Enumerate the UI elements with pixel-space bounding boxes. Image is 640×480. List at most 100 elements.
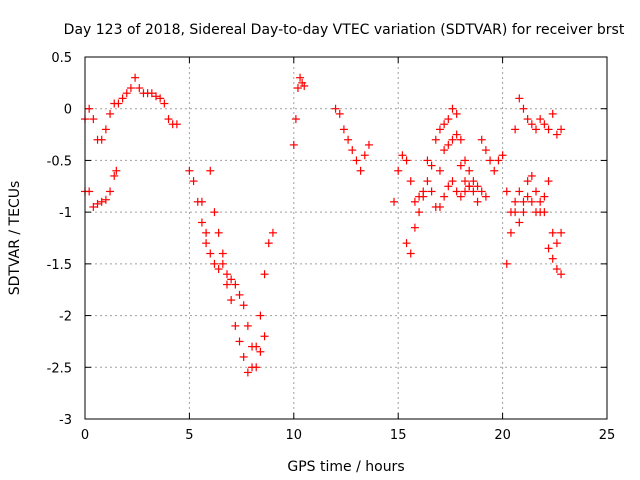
data-point xyxy=(552,265,561,274)
data-point xyxy=(540,192,549,201)
data-point xyxy=(410,197,419,206)
data-point xyxy=(364,140,373,149)
data-point xyxy=(523,115,532,124)
data-point xyxy=(552,239,561,248)
data-point xyxy=(339,125,348,134)
data-point xyxy=(465,182,474,191)
data-point xyxy=(448,177,457,186)
data-point xyxy=(394,166,403,175)
data-point xyxy=(515,187,524,196)
y-tick-label: -2 xyxy=(59,310,72,325)
data-point xyxy=(406,249,415,258)
data-point xyxy=(452,187,461,196)
data-points xyxy=(81,73,566,377)
data-point xyxy=(527,120,536,129)
data-point xyxy=(523,192,532,201)
data-point xyxy=(486,156,495,165)
data-point xyxy=(260,332,269,341)
chart-title: Day 123 of 2018, Sidereal Day-to-day VTE… xyxy=(64,22,625,38)
y-axis-label: SDTVAR / TECUs xyxy=(7,181,23,296)
data-point xyxy=(189,177,198,186)
data-point xyxy=(490,166,499,175)
data-point xyxy=(118,94,127,103)
data-point xyxy=(494,156,503,165)
data-point xyxy=(469,177,478,186)
data-point xyxy=(222,280,231,289)
data-point xyxy=(448,104,457,113)
data-point xyxy=(477,135,486,144)
data-point xyxy=(456,161,465,170)
data-point xyxy=(461,177,470,186)
y-tick-label: 0.5 xyxy=(51,51,72,66)
data-point xyxy=(419,192,428,201)
data-point xyxy=(519,104,528,113)
data-point xyxy=(481,146,490,155)
data-point xyxy=(532,187,541,196)
data-point xyxy=(89,202,98,211)
data-point xyxy=(557,228,566,237)
x-tick-label: 20 xyxy=(494,428,511,443)
y-tick-label: -3 xyxy=(59,413,72,428)
data-point xyxy=(106,109,115,118)
data-point xyxy=(461,187,470,196)
data-point xyxy=(557,270,566,279)
data-point xyxy=(202,239,211,248)
data-point xyxy=(498,151,507,160)
data-point xyxy=(97,135,106,144)
data-point xyxy=(218,259,227,268)
data-point xyxy=(519,208,528,217)
data-point xyxy=(435,166,444,175)
data-point xyxy=(135,84,144,93)
data-point xyxy=(427,187,436,196)
data-point xyxy=(423,177,432,186)
data-point xyxy=(440,146,449,155)
data-point xyxy=(523,177,532,186)
data-point xyxy=(440,192,449,201)
data-point xyxy=(527,197,536,206)
data-point xyxy=(444,140,453,149)
data-point xyxy=(532,125,541,134)
data-point xyxy=(331,104,340,113)
data-point xyxy=(231,280,240,289)
data-point xyxy=(360,151,369,160)
data-point xyxy=(431,135,440,144)
data-point xyxy=(456,192,465,201)
data-point xyxy=(515,218,524,227)
data-point xyxy=(390,197,399,206)
data-point xyxy=(502,187,511,196)
data-point xyxy=(552,130,561,139)
data-point xyxy=(423,156,432,165)
data-point xyxy=(131,73,140,82)
data-point xyxy=(444,115,453,124)
data-point xyxy=(406,177,415,186)
data-point xyxy=(398,151,407,160)
data-point xyxy=(112,166,121,175)
data-point xyxy=(164,115,173,124)
data-point xyxy=(239,301,248,310)
data-point xyxy=(415,208,424,217)
data-point xyxy=(544,125,553,134)
data-point xyxy=(160,99,169,108)
x-tick-label: 25 xyxy=(599,428,616,443)
data-point xyxy=(235,337,244,346)
y-tick-label: 0 xyxy=(64,103,72,118)
data-point xyxy=(519,197,528,206)
data-point xyxy=(548,254,557,263)
data-point xyxy=(557,125,566,134)
data-point xyxy=(227,296,236,305)
data-point xyxy=(147,89,156,98)
data-point xyxy=(296,73,305,82)
data-point xyxy=(206,166,215,175)
data-point xyxy=(469,187,478,196)
data-point xyxy=(97,197,106,206)
data-point xyxy=(452,130,461,139)
data-point xyxy=(151,92,160,101)
data-point xyxy=(243,368,252,377)
y-tick-label: -0.5 xyxy=(47,154,72,169)
data-point xyxy=(156,94,165,103)
data-point xyxy=(473,182,482,191)
data-point xyxy=(435,202,444,211)
data-point xyxy=(548,109,557,118)
data-point xyxy=(348,146,357,155)
